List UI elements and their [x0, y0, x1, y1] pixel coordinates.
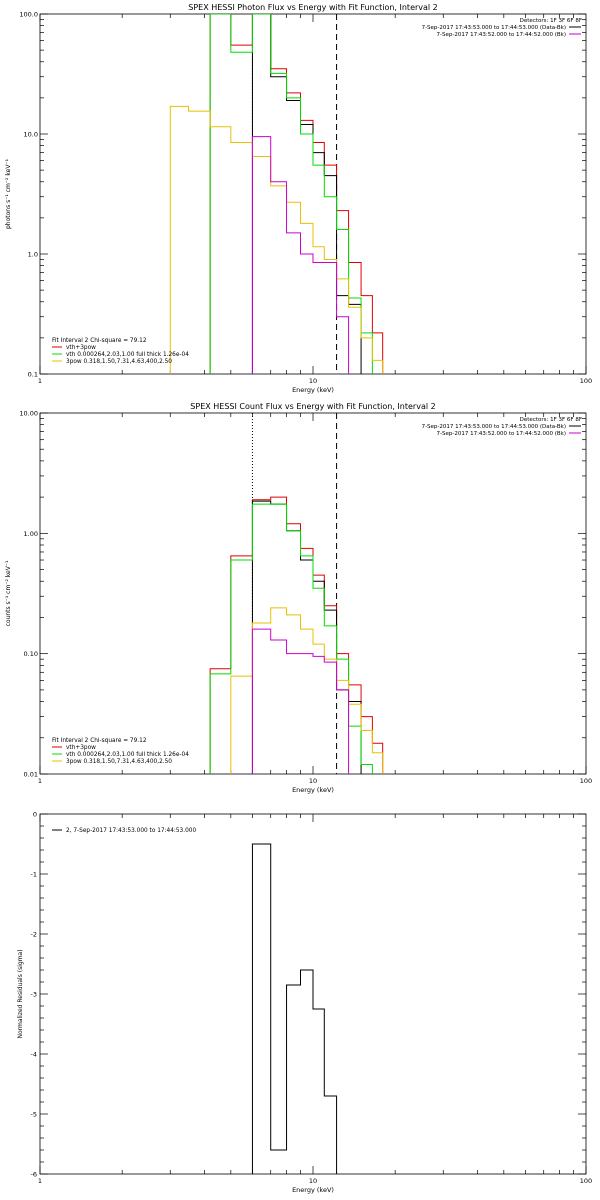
fit-legend: 2, 7-Sep-2017 17:43:53.000 to 17:44:53.0…	[52, 828, 196, 834]
y-tick-label: 1.0	[28, 251, 38, 259]
series-3pow-histogram	[230, 607, 384, 774]
x-tick-label: 1	[38, 777, 42, 785]
legend-entry-label: 2, 7-Sep-2017 17:43:53.000 to 17:44:53.0…	[66, 828, 196, 834]
y-tick-label: -2	[31, 931, 37, 939]
legend-entry-label: vth 0.000264,2.03,1.00 full thick 1.26e-…	[66, 752, 189, 758]
series-bk-histogram	[251, 628, 350, 774]
series-databk-histogram	[251, 14, 362, 374]
legend-entry-label: vth+3pow	[66, 345, 96, 351]
x-tick-label: 100	[580, 377, 592, 385]
y-tick-label: 10.0	[24, 131, 38, 139]
x-tick-label: 10	[309, 377, 317, 385]
y-tick-label: -6	[31, 1171, 37, 1179]
plot-frame	[39, 412, 587, 775]
legend-entry-label: vth+3pow	[66, 745, 96, 751]
x-axis-ticks: 1 10 100	[38, 14, 592, 385]
data-series	[169, 14, 384, 374]
detectors-label: Detectors: 1F 3F 6F 8F	[520, 417, 582, 423]
legend-entry-label: 3pow 0.318,1.50,7.31,4.63,400,2.50	[66, 359, 172, 365]
detectors-label: Detectors: 1F 3F 6F 8F	[520, 18, 582, 24]
fit-legend: Fit Interval 2 Chi-square = 79.12vth+3po…	[52, 738, 189, 765]
legend-entry-label: vth 0.000264,2.03,1.00 full thick 1.26e-…	[66, 352, 189, 358]
legend-entry-label: 3pow 0.318,1.50,7.31,4.63,400,2.50	[66, 759, 172, 765]
plot-frame	[39, 13, 587, 375]
interval-time-label: 7-Sep-2017 17:43:53.000 to 17:44:53.000 …	[422, 25, 566, 31]
series-vth-histogram	[209, 14, 373, 374]
y-axis-label: photons s⁻¹ cm⁻² keV⁻¹	[5, 158, 12, 229]
interval-info: Detectors: 1F 3F 6F 8F7-Sep-2017 17:43:5…	[422, 417, 582, 437]
x-tick-label: 1	[38, 377, 42, 385]
y-axis-ticks: 0.01 0.10 1.00 10.00	[19, 410, 586, 779]
y-tick-label: 0.01	[24, 771, 38, 779]
y-axis-label: counts s⁻¹ cm⁻² keV⁻¹	[5, 560, 12, 626]
series-vth-plus-3pow-histogram	[209, 14, 384, 374]
interval-info: Detectors: 1F 3F 6F 8F7-Sep-2017 17:43:5…	[422, 18, 582, 38]
y-tick-label: 0	[33, 811, 37, 819]
series-databk-histogram	[251, 500, 362, 774]
y-tick-label: 10.00	[19, 410, 38, 418]
interval-time-label: 7-Sep-2017 17:43:52.000 to 17:44:52.000 …	[437, 32, 567, 38]
chart-title: SPEX HESSI Photon Flux vs Energy with Fi…	[188, 3, 438, 12]
x-axis-ticks: 1 10 100	[38, 814, 592, 1185]
x-tick-label: 10	[309, 1177, 317, 1185]
fit-legend-header: Fit Interval 2 Chi-square = 79.12	[52, 738, 147, 744]
y-tick-label: 100.0	[19, 11, 38, 19]
data-series	[251, 843, 338, 1174]
y-tick-label: -3	[31, 991, 37, 999]
series-3pow-histogram	[169, 105, 384, 374]
x-tick-label: 100	[580, 777, 592, 785]
data-series	[209, 496, 384, 774]
y-tick-label: -1	[31, 871, 37, 879]
y-tick-label: -4	[31, 1051, 37, 1059]
chart-panel-1: 1 10 100 0.1 1.0 10.0 100.0 SPEX HESSI Photon F…	[5, 3, 592, 394]
x-axis-label: Energy (keV)	[292, 786, 334, 794]
fit-legend-header: Fit Interval 2 Chi-square = 79.12	[52, 338, 147, 344]
chart-title: SPEX HESSI Count Flux vs Energy with Fit…	[190, 402, 435, 411]
chart-panel-3: 1 10 100 0 -1 -2 -3 -4 -5 -6 Energy (keV) Normalize…	[17, 811, 592, 1195]
y-axis-ticks: 0.1 1.0 10.0 100.0	[19, 11, 586, 379]
y-tick-label: -5	[31, 1111, 37, 1119]
x-axis-label: Energy (keV)	[292, 1186, 334, 1194]
x-axis-ticks: 1 10 100	[38, 413, 592, 785]
y-tick-label: 0.10	[24, 650, 38, 658]
y-tick-label: 1.00	[24, 530, 38, 538]
series-2-histogram	[251, 843, 338, 1174]
series-vth-histogram	[209, 503, 373, 774]
chart-panel-2: 1 10 100 0.01 0.10 1.00 10.00 SPEX HESSI Count …	[5, 402, 592, 794]
y-tick-label: 0.1	[28, 371, 38, 379]
series-vth-plus-3pow-histogram	[209, 496, 384, 774]
x-tick-label: 10	[309, 777, 317, 785]
y-axis-ticks: 0 -1 -2 -3 -4 -5 -6	[31, 811, 586, 1179]
x-axis-label: Energy (keV)	[292, 386, 334, 394]
series-bk-histogram	[251, 136, 350, 374]
interval-time-label: 7-Sep-2017 17:43:53.000 to 17:44:53.000 …	[422, 424, 566, 430]
fit-legend: Fit Interval 2 Chi-square = 79.12vth+3po…	[52, 338, 189, 365]
x-tick-label: 100	[580, 1177, 592, 1185]
interval-time-label: 7-Sep-2017 17:43:52.000 to 17:44:52.000 …	[437, 431, 567, 437]
y-axis-label: Normalized Residuals (sigma)	[17, 949, 24, 1038]
x-tick-label: 1	[38, 1177, 42, 1185]
